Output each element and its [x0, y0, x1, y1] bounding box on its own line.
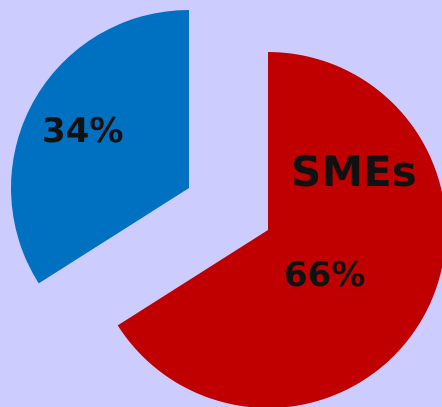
slice-label-blue: 34%	[42, 111, 123, 151]
pie-slice-red	[117, 52, 442, 407]
pie-slice-blue	[10, 10, 189, 284]
slice-label-red: 66%	[284, 255, 365, 295]
pie-slices	[10, 10, 442, 407]
slice-name-red: SMEs	[291, 147, 417, 196]
